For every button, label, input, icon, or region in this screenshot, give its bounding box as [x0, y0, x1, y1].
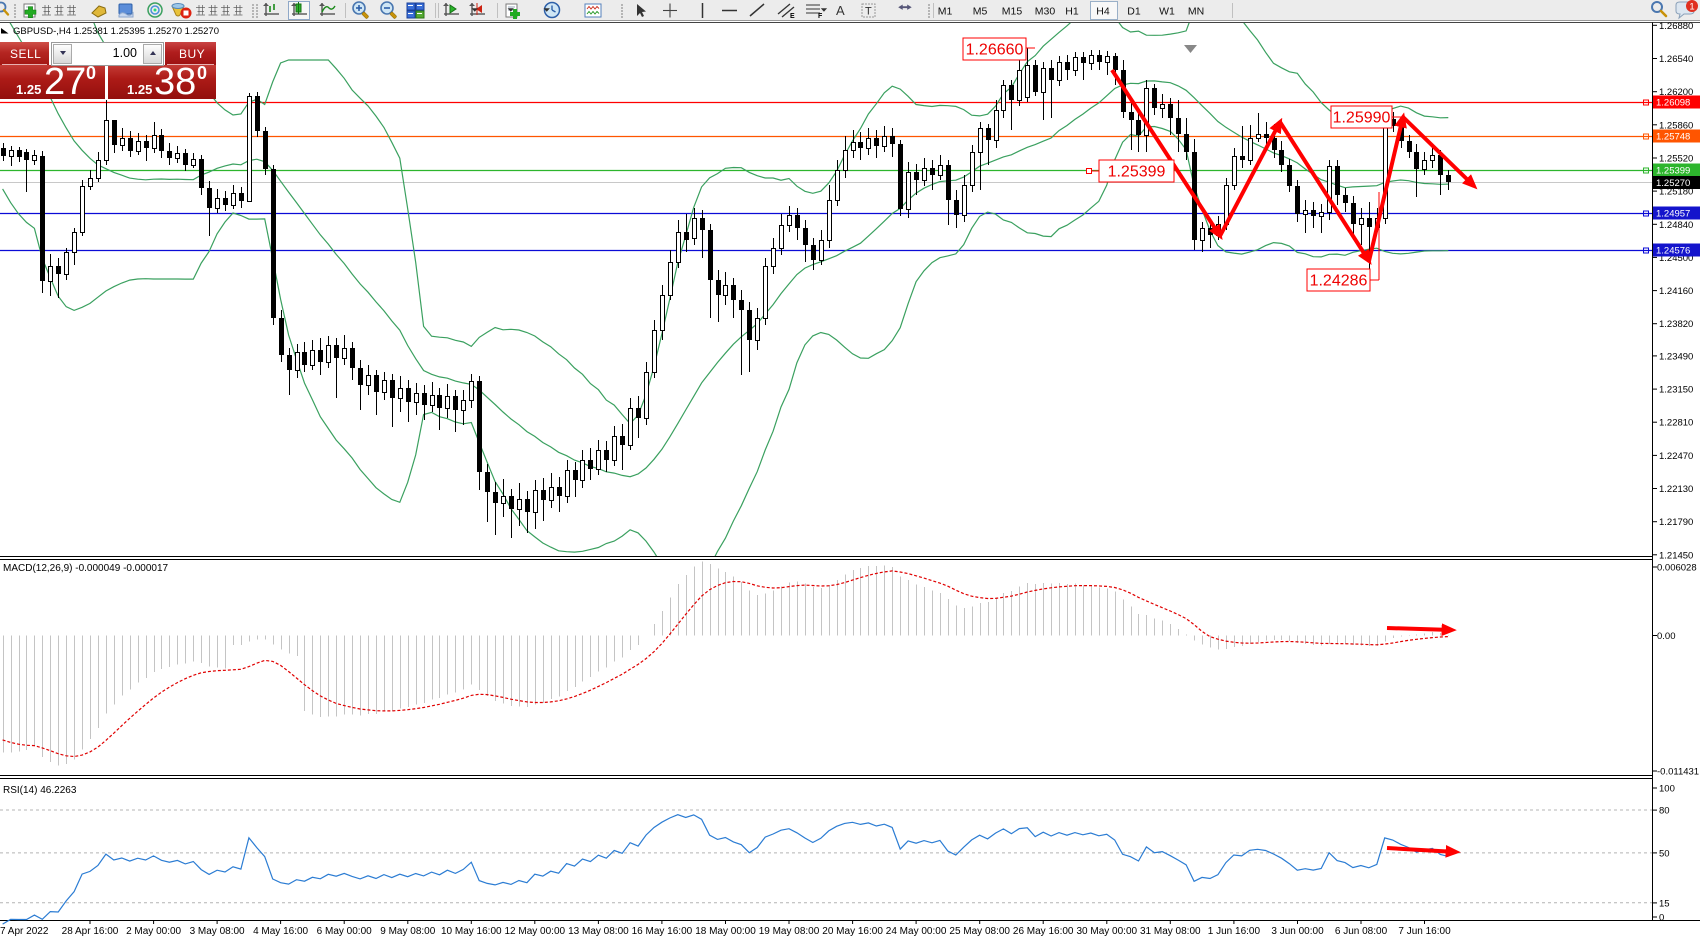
svg-text:16 May 16:00: 16 May 16:00 [632, 926, 693, 937]
svg-text:E: E [790, 13, 795, 20]
svg-text:1.23150: 1.23150 [1659, 385, 1693, 396]
svg-text:MACD(12,26,9) -0.000049 -0.000: MACD(12,26,9) -0.000049 -0.000017 [3, 563, 169, 574]
svg-text:4 May 16:00: 4 May 16:00 [253, 926, 308, 937]
svg-text:15: 15 [1659, 898, 1670, 909]
svg-text:1.25990: 1.25990 [1333, 110, 1391, 127]
svg-text:MN: MN [1188, 6, 1204, 18]
svg-text:1.25860: 1.25860 [1659, 120, 1693, 131]
svg-text:20 May 16:00: 20 May 16:00 [822, 926, 883, 937]
svg-text:26 May 16:00: 26 May 16:00 [1013, 926, 1074, 937]
svg-text:-0.011431: -0.011431 [1657, 767, 1699, 778]
svg-text:6 May 00:00: 6 May 00:00 [317, 926, 372, 937]
svg-text:1.22810: 1.22810 [1659, 418, 1693, 429]
svg-text:1.21450: 1.21450 [1659, 550, 1693, 561]
svg-text:6 Jun 08:00: 6 Jun 08:00 [1335, 926, 1388, 937]
svg-text:12 May 00:00: 12 May 00:00 [504, 926, 565, 937]
svg-text:RSI(14) 46.2263: RSI(14) 46.2263 [3, 785, 77, 796]
svg-text:M15: M15 [1002, 6, 1023, 18]
svg-text:0.006028: 0.006028 [1657, 563, 1697, 574]
svg-text:1.25399: 1.25399 [1656, 166, 1690, 177]
svg-text:1.22470: 1.22470 [1659, 451, 1693, 462]
svg-text:24 May 00:00: 24 May 00:00 [886, 926, 947, 937]
svg-text:1.25520: 1.25520 [1659, 154, 1693, 165]
svg-text:1.26880: 1.26880 [1659, 21, 1693, 32]
svg-text:T: T [865, 6, 872, 18]
svg-text:1.24160: 1.24160 [1659, 286, 1693, 297]
svg-text:W1: W1 [1159, 6, 1175, 18]
svg-text:0.00: 0.00 [1657, 631, 1676, 642]
svg-text:3 May 08:00: 3 May 08:00 [190, 926, 245, 937]
svg-text:F: F [818, 13, 823, 20]
svg-text:H4: H4 [1096, 6, 1110, 18]
svg-text:7 Apr 2022: 7 Apr 2022 [0, 926, 49, 937]
svg-text:2 May 00:00: 2 May 00:00 [126, 926, 181, 937]
svg-text:GBPUSD-,H4 1.25381 1.25395 1.: GBPUSD-,H4 1.25381 1.25395 1.25270 1.252… [13, 26, 219, 37]
svg-text:18 May 00:00: 18 May 00:00 [695, 926, 756, 937]
svg-text:1.26540: 1.26540 [1659, 54, 1693, 65]
svg-text:10 May 16:00: 10 May 16:00 [441, 926, 502, 937]
svg-text:28 Apr 16:00: 28 Apr 16:00 [62, 926, 119, 937]
svg-text:1.21790: 1.21790 [1659, 517, 1693, 528]
svg-text:19 May 08:00: 19 May 08:00 [759, 926, 820, 937]
svg-text:1.25748: 1.25748 [1656, 132, 1690, 143]
svg-text:13 May 08:00: 13 May 08:00 [568, 926, 629, 937]
svg-text:1 Jun 16:00: 1 Jun 16:00 [1208, 926, 1261, 937]
svg-text:1.24957: 1.24957 [1656, 209, 1690, 220]
svg-text:1: 1 [1689, 2, 1694, 13]
svg-text:80: 80 [1659, 806, 1670, 817]
svg-text:1.22130: 1.22130 [1659, 484, 1693, 495]
svg-text:31 May 08:00: 31 May 08:00 [1140, 926, 1201, 937]
svg-text:1.24840: 1.24840 [1659, 220, 1693, 231]
svg-text:1.26660: 1.26660 [966, 42, 1024, 59]
svg-text:7 Jun 16:00: 7 Jun 16:00 [1398, 926, 1451, 937]
svg-text:50: 50 [1659, 848, 1670, 859]
svg-text:1.26200: 1.26200 [1659, 87, 1693, 98]
svg-text:M30: M30 [1035, 6, 1056, 18]
svg-text:A: A [836, 3, 845, 18]
svg-text:1.23820: 1.23820 [1659, 319, 1693, 330]
svg-text:9 May 08:00: 9 May 08:00 [380, 926, 435, 937]
svg-text:1.26098: 1.26098 [1656, 98, 1690, 109]
svg-text:25 May 08:00: 25 May 08:00 [949, 926, 1010, 937]
svg-text:1.25399: 1.25399 [1108, 164, 1166, 181]
svg-text:1.23490: 1.23490 [1659, 351, 1693, 362]
svg-text:1.24576: 1.24576 [1656, 246, 1690, 257]
svg-text:1.24500: 1.24500 [1659, 253, 1693, 264]
svg-text:1.25270: 1.25270 [1656, 178, 1690, 189]
svg-text:1.25180: 1.25180 [1659, 187, 1693, 198]
svg-text:M1: M1 [938, 6, 953, 18]
svg-text:D1: D1 [1127, 6, 1141, 18]
svg-text:0: 0 [1659, 913, 1664, 924]
svg-text:M5: M5 [973, 6, 988, 18]
svg-text:3 Jun 00:00: 3 Jun 00:00 [1271, 926, 1324, 937]
svg-text:30 May 00:00: 30 May 00:00 [1076, 926, 1137, 937]
svg-text:1.24286: 1.24286 [1310, 273, 1368, 290]
svg-text:H1: H1 [1065, 6, 1079, 18]
svg-text:100: 100 [1659, 784, 1675, 795]
